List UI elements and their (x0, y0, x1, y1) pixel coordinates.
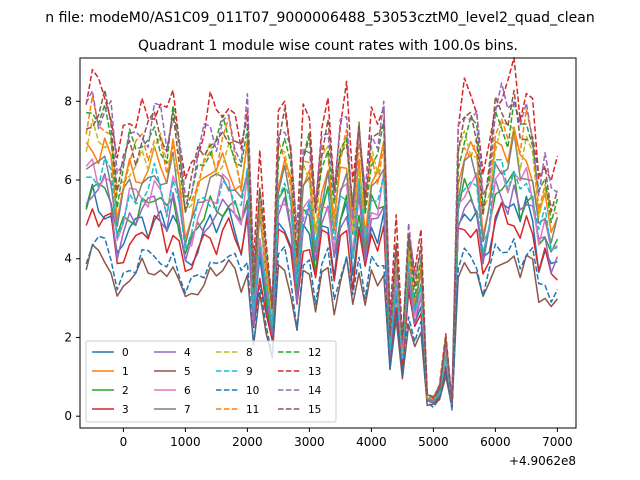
series-line-4 (85, 172, 559, 409)
legend-label: 4 (184, 347, 191, 359)
legend-label: 14 (308, 385, 322, 397)
legend-label: 6 (184, 385, 191, 397)
series-line-12 (86, 99, 559, 403)
figure-suptitle: n file: modeM0/AS1C09_011T07_9000006488_… (45, 10, 594, 26)
legend-label: 3 (122, 404, 129, 416)
legend-label: 12 (308, 347, 321, 359)
y-tick-label: 4 (64, 252, 72, 266)
y-tick-label: 0 (64, 409, 72, 423)
y-axis: 0 2 4 6 8 (64, 94, 80, 423)
plot-lines (85, 57, 559, 411)
series-line-14 (85, 82, 558, 404)
x-tick-label: 7000 (542, 435, 573, 449)
x-offset-label: +4.9062e8 (509, 454, 576, 468)
legend-label: 8 (246, 347, 253, 359)
chart-title: Quadrant 1 module wise count rates with … (138, 38, 518, 54)
legend-label: 7 (184, 404, 191, 416)
series-line-15 (86, 89, 559, 403)
legend-label: 9 (246, 366, 253, 378)
x-tick-label: 0 (120, 435, 128, 449)
x-tick-label: 1000 (170, 435, 201, 449)
legend-label: 11 (246, 404, 259, 416)
legend-label: 15 (308, 404, 321, 416)
legend-frame (85, 340, 337, 423)
series-line-3 (85, 201, 558, 408)
y-tick-label: 8 (64, 94, 72, 108)
x-tick-label: 4000 (356, 435, 387, 449)
series-line-5 (85, 243, 558, 408)
legend-label: 5 (184, 366, 191, 378)
legend-label: 1 (122, 366, 129, 378)
legend-label: 13 (308, 366, 321, 378)
legend-label: 10 (246, 385, 259, 397)
axes-frame (79, 57, 577, 429)
series-line-9 (86, 157, 558, 405)
x-axis: 0 1000 2000 3000 4000 5000 6000 7000 (120, 428, 573, 449)
x-tick-label: 5000 (418, 435, 449, 449)
x-tick-label: 2000 (232, 435, 263, 449)
legend-label: 2 (122, 385, 129, 397)
series-line-10 (85, 235, 559, 411)
y-tick-label: 6 (64, 173, 72, 187)
legend-label: 0 (122, 347, 129, 359)
x-tick-label: 3000 (294, 435, 325, 449)
x-tick-label: 6000 (480, 435, 511, 449)
y-tick-label: 2 (64, 330, 72, 344)
